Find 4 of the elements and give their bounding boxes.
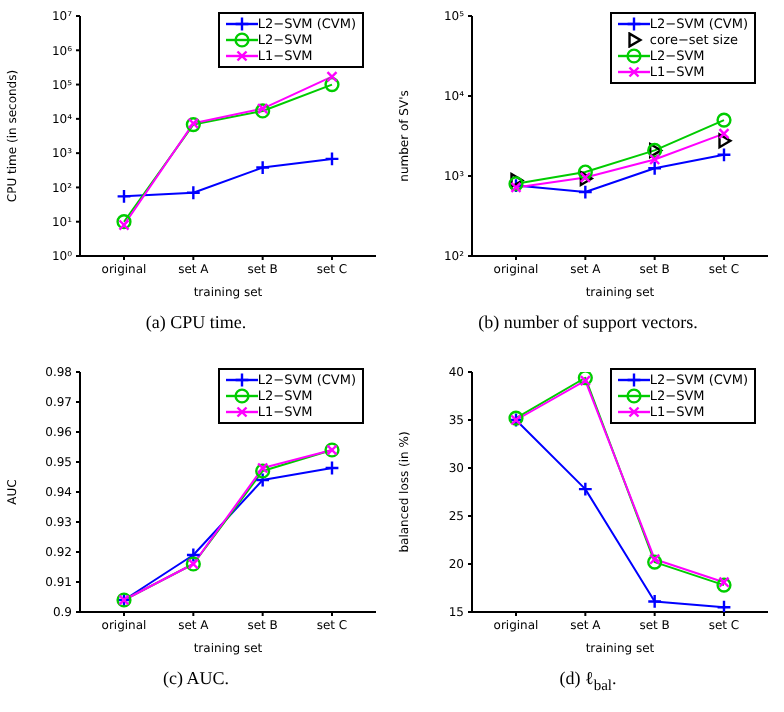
text: (b) number of support vectors. [476, 312, 700, 332]
text: (a) CPU time. [143, 312, 249, 332]
text: (d) ℓ$_{bal}$. [557, 668, 619, 694]
text: (c) AUC. [161, 668, 231, 688]
